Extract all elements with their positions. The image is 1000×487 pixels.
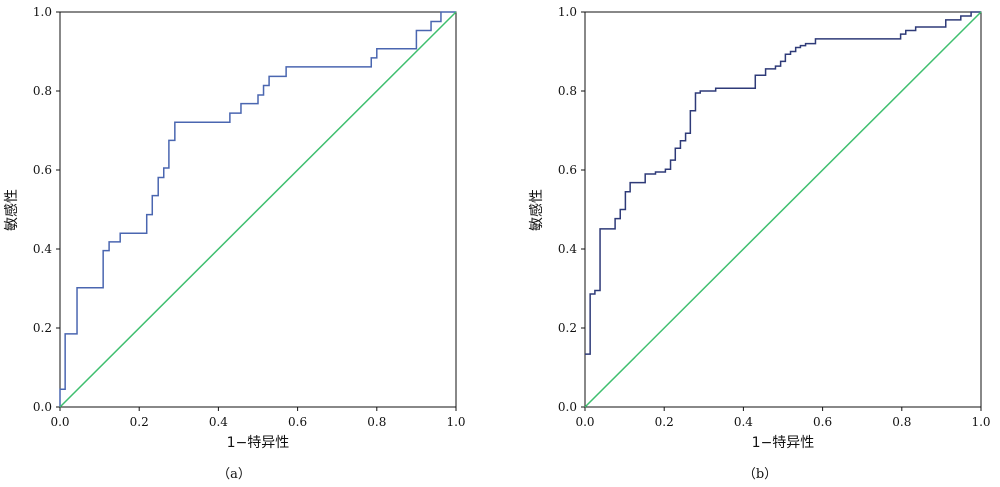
roc-curve <box>585 11 981 355</box>
panel-caption: （b） <box>743 467 777 482</box>
roc-panel-a: 0.0 0.2 0.4 0.6 0.8 1.0 0.0 0.2 0.4 0.6 0.8 1.0 1−… <box>3 5 466 482</box>
y-ticks: 0.0 0.2 0.4 0.6 0.8 1.0 <box>558 5 585 414</box>
y-tick-label: 0.8 <box>558 84 577 98</box>
x-ticks: 0.0 0.2 0.4 0.6 0.8 1.0 <box>575 407 991 429</box>
panel-caption: （a） <box>217 467 251 482</box>
y-tick-label: 0.2 <box>558 321 577 335</box>
x-tick-label: 0.6 <box>813 415 832 429</box>
reference-diagonal <box>59 11 457 408</box>
plot-frame <box>59 11 457 408</box>
y-ticks: 0.0 0.2 0.4 0.6 0.8 1.0 <box>33 5 60 414</box>
roc-curve <box>59 11 456 407</box>
series-group <box>584 11 982 408</box>
y-axis-label: 敏感性 <box>528 189 545 231</box>
x-tick-label: 0.4 <box>734 415 753 429</box>
roc-panel-b: 0.0 0.2 0.4 0.6 0.8 1.0 0.0 0.2 0.4 0.6 0.8 1.0 1−… <box>528 5 991 482</box>
plot-frame <box>584 11 982 408</box>
y-tick-label: 0.4 <box>33 242 52 256</box>
x-tick-label: 0.0 <box>50 415 69 429</box>
x-ticks: 0.0 0.2 0.4 0.6 0.8 1.0 <box>50 407 466 429</box>
x-tick-label: 0.2 <box>130 415 149 429</box>
x-tick-label: 0.0 <box>575 415 594 429</box>
x-axis-label: 1−特异性 <box>752 435 815 451</box>
x-tick-label: 1.0 <box>446 415 465 429</box>
y-axis-label: 敏感性 <box>3 189 20 231</box>
x-tick-label: 1.0 <box>971 415 990 429</box>
x-tick-label: 0.8 <box>367 415 386 429</box>
y-tick-label: 0.0 <box>33 400 52 414</box>
y-tick-label: 0.0 <box>558 400 577 414</box>
y-tick-label: 1.0 <box>33 5 52 19</box>
y-tick-label: 1.0 <box>558 5 577 19</box>
x-tick-label: 0.8 <box>892 415 911 429</box>
y-tick-label: 0.8 <box>33 84 52 98</box>
x-tick-label: 0.6 <box>288 415 307 429</box>
x-tick-label: 0.4 <box>209 415 228 429</box>
y-tick-label: 0.6 <box>558 163 577 177</box>
y-tick-label: 0.6 <box>33 163 52 177</box>
reference-diagonal <box>584 11 982 408</box>
x-axis-label: 1−特异性 <box>227 435 290 451</box>
x-tick-label: 0.2 <box>655 415 674 429</box>
series-group <box>59 11 457 408</box>
y-tick-label: 0.2 <box>33 321 52 335</box>
y-tick-label: 0.4 <box>558 242 577 256</box>
